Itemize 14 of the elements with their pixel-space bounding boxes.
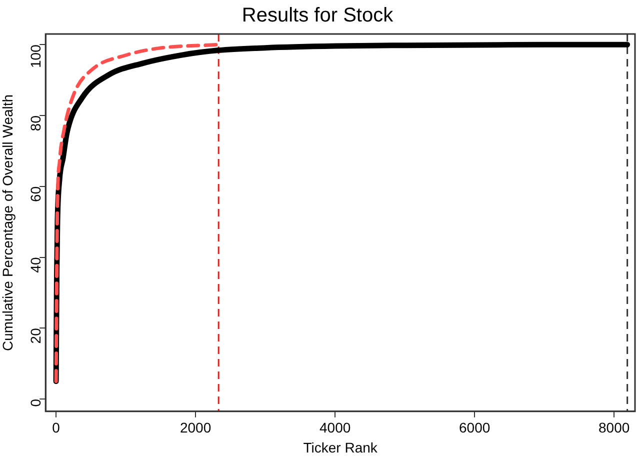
y-tick-label: 100 (27, 44, 44, 68)
y-tick-label: 60 (27, 186, 44, 202)
x-axis-title: Ticker Rank (303, 439, 378, 456)
x-tick-label: 4000 (319, 420, 351, 436)
y-tick-label: 20 (27, 328, 44, 344)
x-tick-label: 0 (52, 420, 60, 436)
x-tick-label: 2000 (180, 420, 212, 436)
y-tick-label: 40 (27, 257, 44, 273)
x-tick-label: 8000 (598, 420, 630, 436)
x-tick-label: 6000 (458, 420, 490, 436)
y-axis-title: Cumulative Percentage of Overall Wealth (0, 94, 16, 351)
y-tick-label: 80 (27, 115, 44, 132)
chart-title: Results for Stock (242, 4, 394, 27)
y-tick-label: 0 (27, 398, 44, 407)
